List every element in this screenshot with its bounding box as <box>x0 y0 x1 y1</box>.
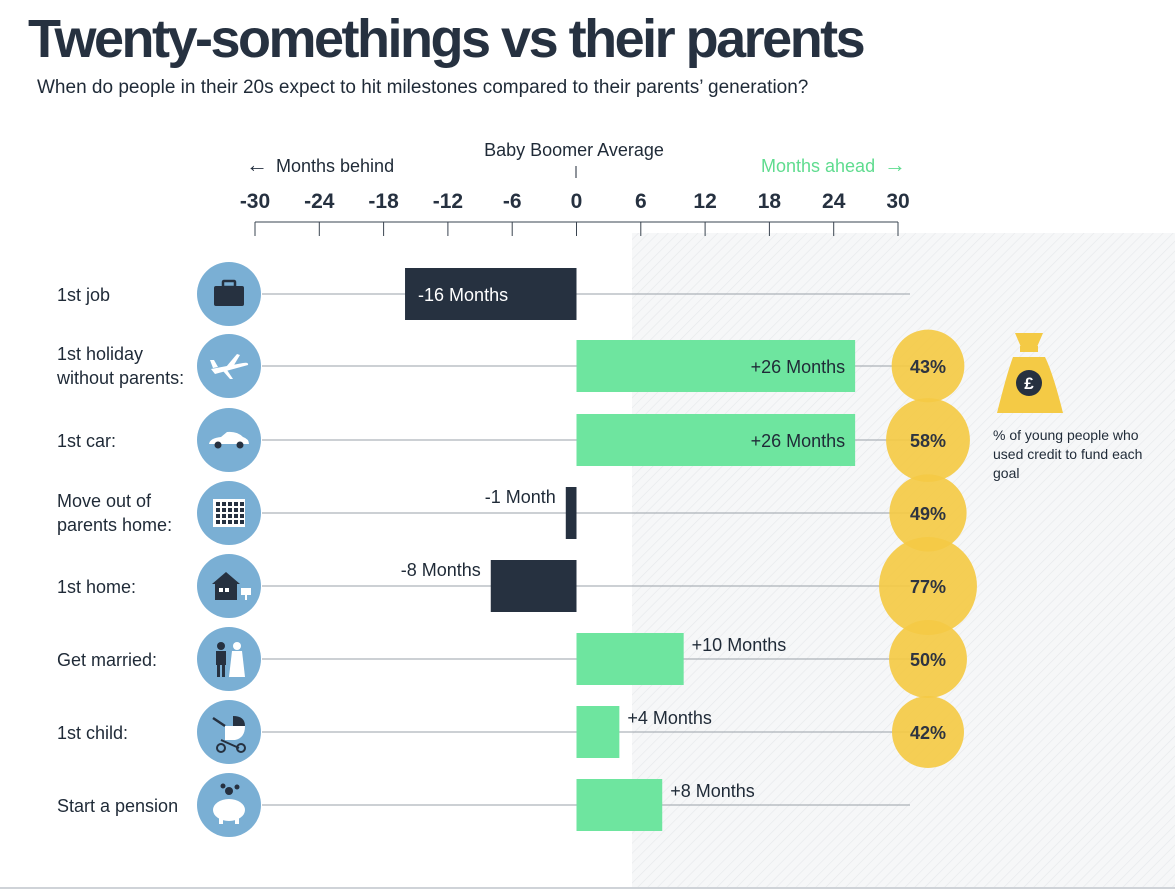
value-label: +8 Months <box>670 781 755 801</box>
months-behind-label: Months behind <box>276 156 394 176</box>
value-label: -8 Months <box>401 560 481 580</box>
briefcase-icon <box>214 279 244 306</box>
milestone-row: Get married: +10 Months 50% <box>57 620 967 698</box>
piggy-bank-icon <box>213 783 245 824</box>
tick-label: 30 <box>886 190 909 213</box>
credit-bubble <box>891 329 965 403</box>
chart-title: Twenty-somethings vs their parents <box>28 9 866 69</box>
milestone-row: Move out of parents home: -1 Month 49% <box>57 474 967 552</box>
bar <box>565 487 577 539</box>
bar <box>576 779 663 831</box>
credit-bubble <box>879 537 977 635</box>
tick-label: 24 <box>822 190 846 213</box>
milestone-row: 1st car: +26 Months 58% <box>57 398 970 482</box>
pram-icon <box>212 716 246 753</box>
tick-label: -30 <box>240 190 270 213</box>
tick-label: 6 <box>635 190 647 213</box>
axis-ticks: -30 -24 -18 -12 -6 0 6 12 18 24 30 <box>240 190 910 236</box>
money-bag-pound-icon: £ <box>997 333 1063 413</box>
milestone-row: 1st child: +4 Months 42% <box>57 696 964 768</box>
wedding-couple-icon <box>216 642 245 677</box>
credit-bubble <box>889 620 967 698</box>
category-label: Start a pension <box>57 796 178 816</box>
icon-circle <box>197 627 261 691</box>
credit-legend-text: % of young people who used credit to fun… <box>993 427 1143 481</box>
bar <box>576 414 856 466</box>
pound-symbol: £ <box>1024 374 1034 393</box>
tick-label: -24 <box>304 190 335 213</box>
value-label: -16 Months <box>418 285 508 305</box>
category-label: 1st job <box>57 285 110 305</box>
bar <box>405 268 577 320</box>
category-label: Get married: <box>57 650 157 670</box>
value-label: +26 Months <box>751 357 846 377</box>
tick-label: -6 <box>503 190 522 213</box>
milestone-row: 1st home: -8 Months 77% <box>57 537 977 635</box>
value-label: -1 Month <box>485 487 556 507</box>
milestone-row: Start a pension +8 Months <box>57 773 910 837</box>
tick-label: 12 <box>693 190 716 213</box>
credit-bubble <box>886 398 970 482</box>
credit-percent-label: 42% <box>910 723 946 743</box>
credit-percent-label: 50% <box>910 650 946 670</box>
tick-label: 0 <box>571 190 583 213</box>
tick-label: 18 <box>758 190 782 213</box>
category-label: 1st child: <box>57 723 128 743</box>
bar <box>576 706 620 758</box>
credit-bubble <box>892 696 964 768</box>
value-label: +26 Months <box>751 431 846 451</box>
months-ahead-label: Months ahead <box>761 156 875 176</box>
arrow-left-icon: ← <box>246 152 268 177</box>
bar <box>576 633 684 685</box>
category-label: 1st car: <box>57 431 116 451</box>
bar <box>576 340 856 392</box>
car-icon <box>209 431 249 449</box>
house-icon <box>212 572 251 600</box>
value-label: +4 Months <box>627 708 712 728</box>
credit-percent-label: 49% <box>910 504 946 524</box>
bar <box>490 560 577 612</box>
credit-percent-label: 77% <box>910 577 946 597</box>
airplane-icon <box>210 354 249 379</box>
chart-rows: 1st job -16 Months 1st holiday without pare… <box>56 262 977 837</box>
category-label: 1st holiday without parents: <box>56 344 184 388</box>
category-label: 1st home: <box>57 577 136 597</box>
milestone-row: 1st job -16 Months <box>57 262 910 326</box>
credit-bubble <box>889 474 967 552</box>
credit-percent-label: 58% <box>910 431 946 451</box>
chart-subtitle: When do people in their 20s expect to hi… <box>37 77 809 98</box>
apartment-building-icon <box>213 499 245 527</box>
tick-label: -12 <box>433 190 463 213</box>
value-label: +10 Months <box>692 635 787 655</box>
tick-label: -18 <box>368 190 399 213</box>
milestone-row: 1st holiday without parents: +26 Months 43% <box>56 329 965 403</box>
credit-percent-label: 43% <box>910 357 946 377</box>
category-label: Move out of parents home: <box>57 491 172 535</box>
bottom-rule <box>0 887 1175 889</box>
baby-boomer-average-label: Baby Boomer Average <box>484 140 664 160</box>
arrow-right-icon: → <box>884 152 906 177</box>
